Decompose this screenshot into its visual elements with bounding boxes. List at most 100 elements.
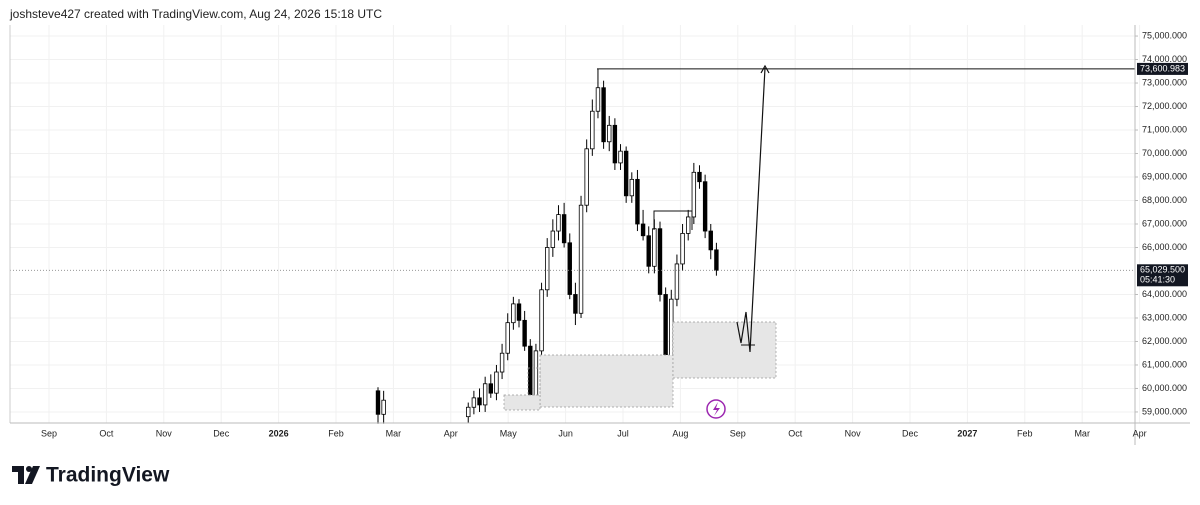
candle-body — [663, 294, 668, 361]
y-tick-label: 62,000.000 — [1142, 336, 1187, 346]
countdown-label: 05:41:30 — [1140, 275, 1175, 285]
candle-body — [511, 303, 516, 324]
x-tick-label: Sep — [730, 428, 746, 438]
y-tick-label: 63,000.000 — [1142, 312, 1187, 322]
x-tick-label: Nov — [156, 428, 173, 438]
candle-body — [595, 87, 601, 112]
logo-mark — [26, 466, 32, 472]
y-tick-label: 61,000.000 — [1142, 359, 1187, 369]
candle-body — [477, 397, 482, 406]
candle-body — [590, 110, 595, 150]
last-price-bg — [1137, 264, 1188, 287]
brand-name: TradingView — [46, 464, 170, 487]
candle-body — [635, 178, 640, 225]
x-tick-label: Oct — [99, 428, 114, 438]
x-tick-label: Mar — [1074, 428, 1090, 438]
zone — [672, 321, 777, 379]
candle-body — [714, 249, 719, 271]
candle-body — [680, 232, 685, 265]
structure-line — [653, 210, 693, 230]
x-tick-label: Feb — [328, 428, 344, 438]
logo-mark — [12, 466, 24, 484]
candle-body — [567, 242, 572, 295]
axes: Sep Oct Nov Dec 2026 Feb Mar Apr May Jun Jul Aug Sep… — [41, 30, 1188, 438]
candle-body — [573, 294, 578, 314]
candle-body — [550, 230, 556, 248]
x-tick-label: Jun — [558, 428, 573, 438]
x-tick-label: Dec — [213, 428, 230, 438]
y-tick-label: 70,000.000 — [1142, 148, 1187, 158]
x-tick-label: Nov — [845, 428, 862, 438]
candle-body — [686, 216, 691, 234]
x-tick-label: Sep — [41, 428, 57, 438]
x-tick-label: Apr — [1133, 428, 1147, 438]
x-tick-label: Jul — [617, 428, 629, 438]
header: joshsteve427 created with TradingView.co… — [9, 7, 382, 21]
candle-body — [561, 214, 567, 244]
brand-logo: TradingView — [12, 464, 170, 487]
candle-body — [375, 390, 381, 415]
candle-body — [466, 406, 471, 418]
candle-body — [488, 383, 493, 394]
candle-body — [697, 171, 702, 183]
candle-body — [702, 181, 708, 232]
x-tick-label: Apr — [444, 428, 458, 438]
x-tick-label: Aug — [672, 428, 688, 438]
zone — [539, 354, 674, 408]
candle-body — [578, 204, 584, 314]
candle-body — [618, 150, 623, 164]
x-tick-label: Dec — [902, 428, 919, 438]
y-tick-label: 66,000.000 — [1142, 242, 1187, 252]
projection-arrow — [736, 67, 766, 353]
candle-body — [674, 263, 680, 300]
candle-body — [691, 171, 697, 218]
x-tick-label: Feb — [1017, 428, 1033, 438]
candle-body — [646, 235, 651, 267]
y-tick-label: 59,000.000 — [1142, 406, 1187, 416]
candle-body — [539, 289, 544, 352]
candle-body — [629, 178, 634, 197]
y-tick-label: 67,000.000 — [1142, 218, 1187, 228]
candle-body — [494, 371, 499, 394]
candle-body — [528, 345, 533, 396]
x-tick-label: May — [500, 428, 518, 438]
zone — [527, 367, 541, 396]
x-tick-label: Oct — [788, 428, 803, 438]
candle-body — [522, 319, 527, 347]
y-tick-label: 74,000.000 — [1142, 54, 1187, 64]
y-tick-label: 60,000.000 — [1142, 383, 1187, 393]
candle-body — [584, 148, 589, 206]
y-tick-label: 71,000.000 — [1142, 124, 1187, 134]
candle-body — [505, 322, 510, 354]
arrow-head — [760, 64, 770, 74]
candle-body — [607, 124, 612, 143]
y-tick-label: 75,000.000 — [1142, 30, 1187, 40]
candle-body — [482, 383, 488, 406]
lightning — [713, 402, 720, 416]
candle-body — [516, 303, 522, 321]
candle-body — [623, 150, 629, 197]
candle-body — [499, 352, 505, 373]
y-tick-label: 68,000.000 — [1142, 195, 1187, 205]
candle-body — [545, 247, 550, 291]
y-tick-label: 69,000.000 — [1142, 171, 1187, 181]
level-label-bg — [1137, 62, 1188, 75]
plot-area — [10, 25, 1141, 424]
zone — [503, 394, 541, 411]
candle-body — [708, 230, 713, 251]
candle-body — [601, 87, 606, 143]
last-price-label: 65,029.500 — [1140, 265, 1185, 275]
candle-body — [669, 298, 674, 361]
candle-body — [471, 397, 477, 408]
candle-body — [381, 399, 386, 415]
candle-body — [640, 223, 646, 237]
candle-body — [533, 350, 539, 396]
candle-body — [652, 228, 657, 267]
level-label: 73,600.983 — [1140, 63, 1185, 73]
candle-body — [612, 124, 618, 164]
candle-body — [657, 228, 663, 295]
y-tick-label: 64,000.000 — [1142, 289, 1187, 299]
candle-body — [556, 214, 561, 232]
y-tick-label: 73,000.000 — [1142, 77, 1187, 87]
